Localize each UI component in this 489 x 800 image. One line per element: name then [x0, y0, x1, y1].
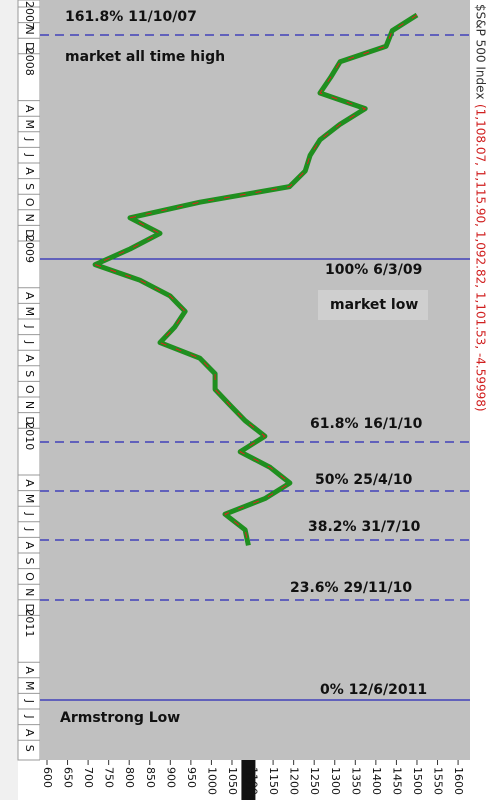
- price-axis: [40, 760, 489, 800]
- annotation: market low: [330, 297, 418, 313]
- side-strip: [470, 0, 489, 760]
- time-label: N: [23, 401, 36, 409]
- toolbar: [0, 0, 18, 800]
- time-label: S: [23, 370, 36, 377]
- time-label: J: [23, 527, 36, 531]
- time-label: J: [23, 699, 36, 703]
- chart-title: $S&P 500 Index: [474, 4, 488, 99]
- time-label: N: [23, 588, 36, 596]
- time-label: 2007: [23, 1, 36, 29]
- x-tick-label: 850: [144, 767, 157, 788]
- time-label: M: [23, 681, 36, 691]
- annotation: Armstrong Low: [60, 710, 180, 726]
- time-label: O: [23, 572, 36, 581]
- side-title: $S&P 500 Index (1,108.07, 1,115.90, 1,09…: [474, 4, 488, 412]
- time-label: D: [23, 604, 36, 612]
- current-label: 1101.5: [242, 763, 255, 800]
- time-label: 2009: [23, 235, 36, 263]
- x-tick-label: 1600: [452, 767, 465, 795]
- x-tick-label: 750: [103, 767, 116, 788]
- time-label: S: [23, 558, 36, 565]
- x-tick-label: 650: [62, 767, 75, 788]
- x-tick-label: 600: [41, 767, 54, 788]
- annotation: 161.8% 11/10/07: [65, 9, 197, 25]
- time-label: 2008: [23, 48, 36, 76]
- time-label: J: [23, 512, 36, 516]
- annotation: 0% 12/6/2011: [320, 682, 427, 698]
- annotation: 38.2% 31/7/10: [308, 519, 421, 535]
- time-label: A: [23, 479, 36, 487]
- time-label: D: [23, 42, 36, 50]
- x-tick-label: 800: [123, 767, 136, 788]
- x-tick-label: 1500: [411, 767, 424, 795]
- time-label: D: [23, 416, 36, 424]
- time-label: A: [23, 354, 36, 362]
- chart-subtitle: (1,108.07, 1,115.90, 1,092.82, 1,101.53,…: [474, 104, 488, 412]
- time-label: D: [23, 229, 36, 237]
- x-tick-label: 1550: [432, 767, 445, 795]
- time-label: J: [23, 714, 36, 718]
- time-axis: [17, 0, 41, 761]
- x-tick-label: 1300: [329, 767, 342, 795]
- x-tick-label: 900: [164, 767, 177, 788]
- time-label: N: [23, 26, 36, 34]
- time-label: 2011: [23, 609, 36, 637]
- plot-area: [40, 0, 470, 760]
- time-label: A: [23, 666, 36, 674]
- time-label: A: [23, 167, 36, 175]
- x-tick-label: 1200: [288, 767, 301, 795]
- time-label: A: [23, 105, 36, 113]
- time-label: M: [23, 494, 36, 504]
- annotation: 61.8% 16/1/10: [310, 416, 423, 432]
- time-label: O: [23, 385, 36, 394]
- x-tick-label: 1050: [226, 767, 239, 795]
- x-tick-label: 1450: [390, 767, 403, 795]
- time-label: M: [23, 119, 36, 129]
- time-label: S: [23, 745, 36, 752]
- x-tick-label: 1150: [267, 767, 280, 795]
- time-label: A: [23, 292, 36, 300]
- annotation: market all time high: [65, 49, 225, 65]
- time-label: N: [23, 214, 36, 222]
- annotation: 50% 25/4/10: [315, 472, 413, 488]
- time-label: S: [23, 183, 36, 190]
- x-tick-label: 1350: [349, 767, 362, 795]
- current-box: [241, 760, 256, 800]
- annotation: 100% 6/3/09: [325, 262, 422, 278]
- time-label: J: [23, 324, 36, 328]
- x-tick-label: 1400: [370, 767, 383, 795]
- price-line-core: [93, 14, 418, 546]
- time-label: A: [23, 542, 36, 550]
- time-label: J: [23, 153, 36, 157]
- time-label: J: [23, 340, 36, 344]
- time-label: A: [23, 729, 36, 737]
- annotation: 23.6% 29/11/10: [290, 580, 412, 596]
- time-label: J: [23, 137, 36, 141]
- time-label: O: [23, 198, 36, 207]
- annotation-box: [318, 290, 428, 320]
- x-tick-label: 1000: [205, 767, 218, 795]
- x-tick-label: 700: [82, 767, 95, 788]
- time-label: M: [23, 307, 36, 317]
- x-tick-label: 950: [185, 767, 198, 788]
- x-tick-label: 1250: [308, 767, 321, 795]
- time-label: 2010: [23, 422, 36, 450]
